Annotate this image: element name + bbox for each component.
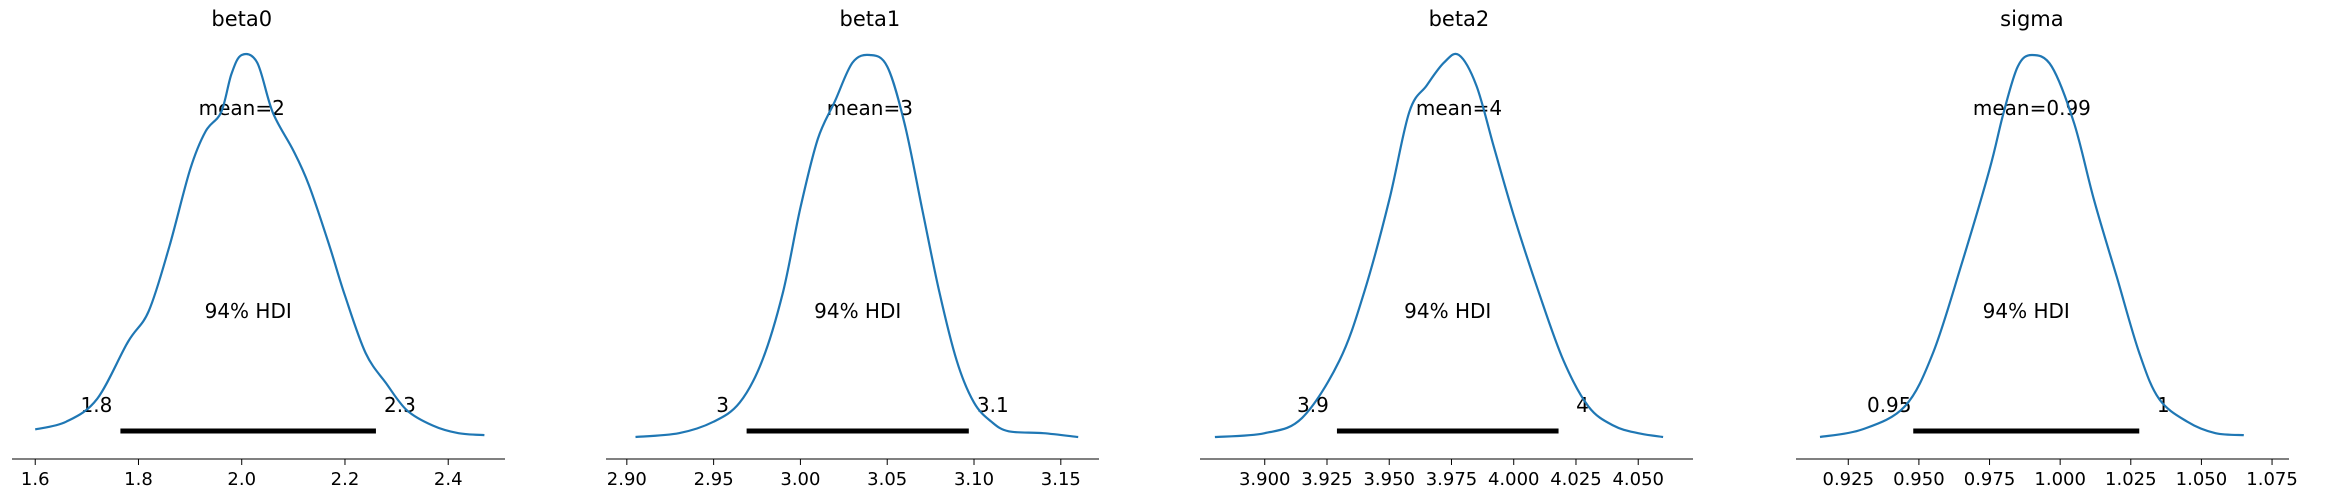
x-tick-label: 3.950 xyxy=(1363,469,1415,490)
x-tick-label: 3.05 xyxy=(867,469,907,490)
hdi-label: 94% HDI xyxy=(1983,299,2070,323)
x-tick-label: 3.00 xyxy=(780,469,820,490)
hdi-label: 94% HDI xyxy=(814,299,901,323)
x-tick-label: 0.975 xyxy=(1964,469,2016,490)
panel-beta0: beta0 mean=2 94% HDI 1.8 2.3 1.6 1.8 2.0 2.… xyxy=(12,7,505,490)
density-curve xyxy=(1819,53,2244,439)
panel-title: beta2 xyxy=(1429,7,1490,31)
panel-title: beta1 xyxy=(839,7,900,31)
x-tick-label: 0.950 xyxy=(1893,469,1945,490)
panel-title: sigma xyxy=(2000,7,2063,31)
x-tick-label: 2.2 xyxy=(331,469,360,490)
x-tick-label: 2.4 xyxy=(434,469,463,490)
x-tick-label: 1.075 xyxy=(2246,469,2298,490)
panel-beta1: beta1 mean=3 94% HDI 3 3.1 2.90 2.95 3.00 3… xyxy=(606,7,1099,490)
density-curve xyxy=(635,53,1079,439)
panel-sigma: sigma mean=0.99 94% HDI 0.95 1 0.925 0.95… xyxy=(1796,7,2298,490)
x-tick-label: 0.925 xyxy=(1823,469,1875,490)
x-tick-label: 1.8 xyxy=(124,469,153,490)
x-tick-label: 3.900 xyxy=(1239,469,1291,490)
x-tick-label: 1.000 xyxy=(2034,469,2086,490)
panel-title: beta0 xyxy=(211,7,272,31)
density-curve xyxy=(1214,52,1664,439)
x-tick-label: 2.95 xyxy=(694,469,734,490)
mean-label: mean=4 xyxy=(1416,96,1502,120)
mean-label: mean=0.99 xyxy=(1973,96,2091,120)
x-tick-label: 2.0 xyxy=(227,469,256,490)
hdi-low-label: 3 xyxy=(716,393,729,417)
x-tick-label: 3.15 xyxy=(1041,469,1081,490)
hdi-label: 94% HDI xyxy=(205,299,292,323)
x-tick-label: 2.90 xyxy=(607,469,647,490)
x-tick-label: 4.050 xyxy=(1612,469,1664,490)
hdi-label: 94% HDI xyxy=(1404,299,1491,323)
x-tick-label: 3.975 xyxy=(1426,469,1478,490)
density-curve xyxy=(34,52,485,437)
x-tick-label: 4.025 xyxy=(1550,469,1602,490)
hdi-low-label: 1.8 xyxy=(81,393,113,417)
x-tick-label: 3.925 xyxy=(1301,469,1353,490)
x-tick-label: 4.000 xyxy=(1488,469,1540,490)
hdi-high-label: 4 xyxy=(1576,393,1589,417)
x-tick-label: 1.025 xyxy=(2105,469,2157,490)
panel-beta2: beta2 mean=4 94% HDI 3.9 4 3.900 3.925 3.9… xyxy=(1200,7,1693,490)
hdi-low-label: 0.95 xyxy=(1867,393,1912,417)
x-tick-label: 1.050 xyxy=(2176,469,2228,490)
x-tick-label: 3.10 xyxy=(954,469,994,490)
x-tick-label: 1.6 xyxy=(21,469,50,490)
